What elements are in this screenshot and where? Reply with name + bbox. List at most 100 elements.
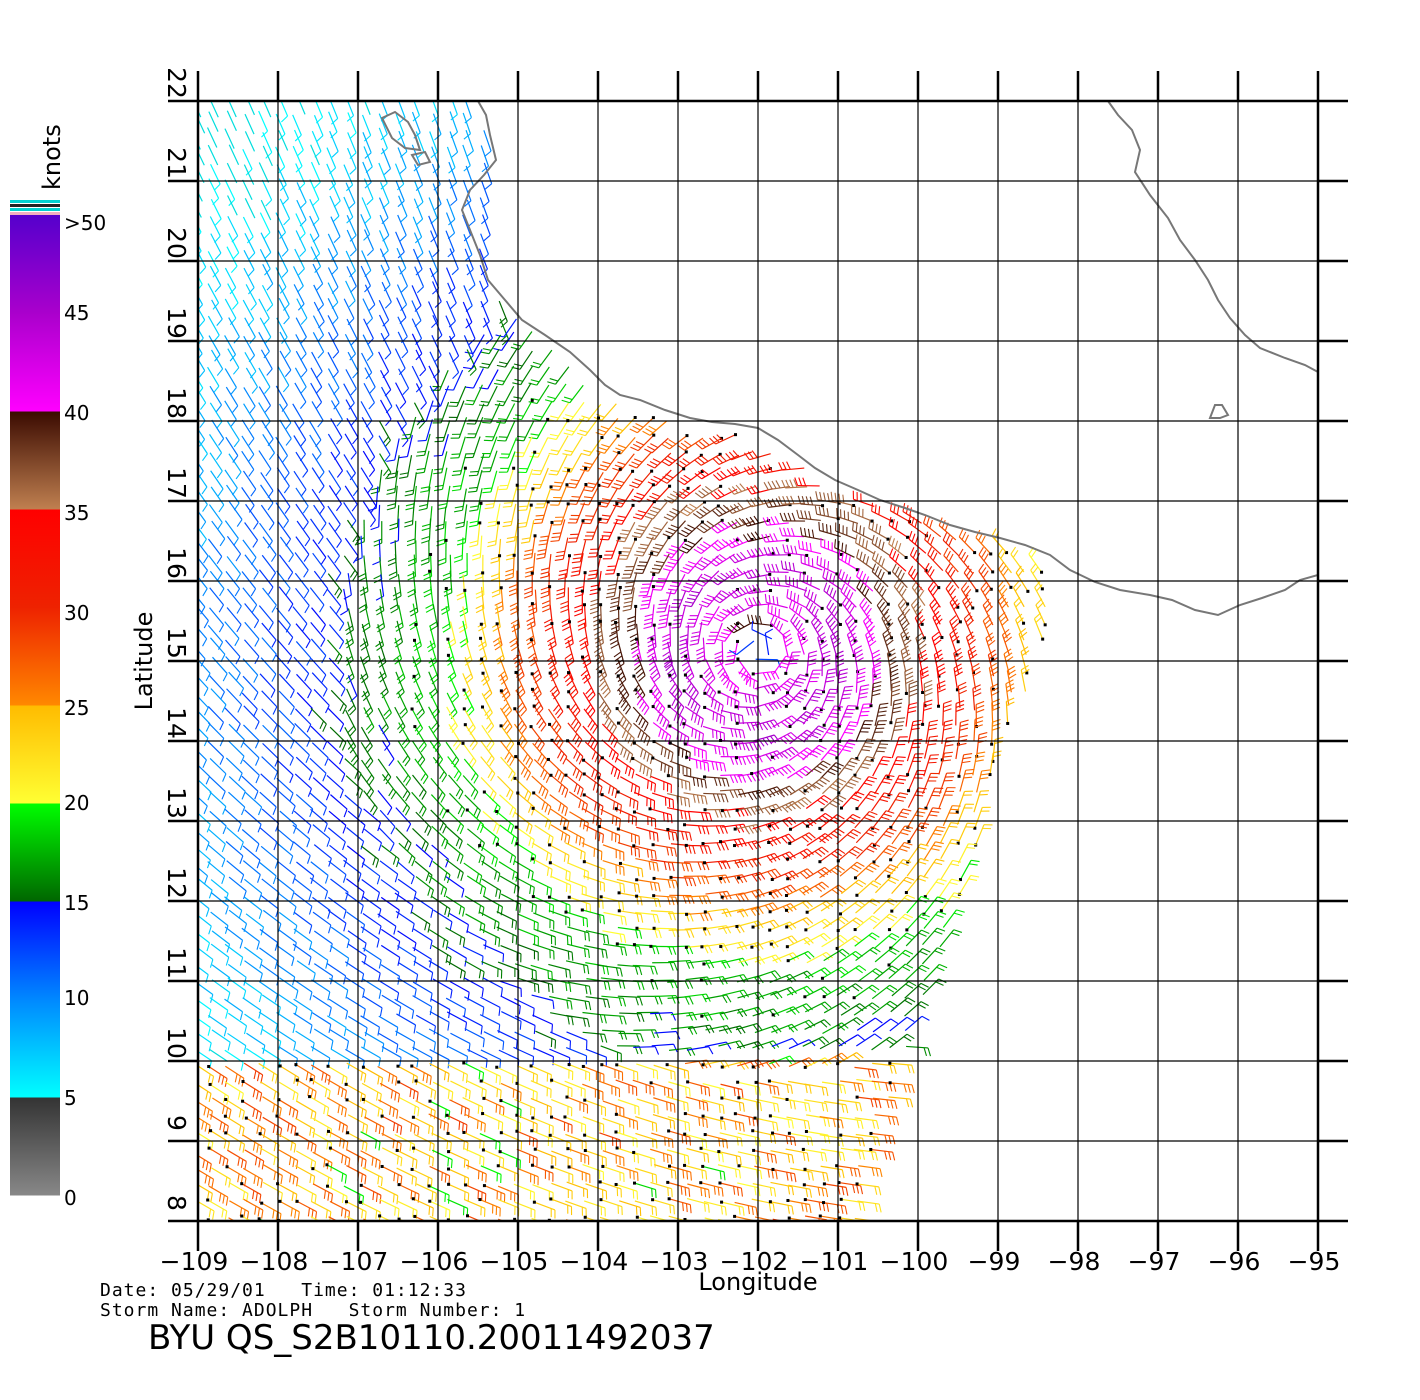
wind-barb xyxy=(949,595,962,624)
wind-barb xyxy=(822,668,837,694)
wind-barb xyxy=(810,615,824,643)
wind-barb xyxy=(313,284,325,312)
wind-barb xyxy=(228,232,240,260)
wind-barb xyxy=(211,419,225,446)
wind-barb xyxy=(564,910,589,928)
wind-barb xyxy=(561,384,584,404)
wind-barb xyxy=(931,631,942,659)
wind-barb xyxy=(226,535,242,562)
wind-barb xyxy=(635,878,661,892)
wind-barb xyxy=(669,760,692,778)
latitude-tick-label: 13 xyxy=(162,787,191,819)
wind-barb xyxy=(721,673,740,697)
wind-barb xyxy=(710,521,738,534)
wind-barb xyxy=(785,674,809,695)
wind-barb xyxy=(887,792,909,812)
wind-barb xyxy=(547,419,570,440)
wind-barb xyxy=(277,365,290,393)
wind-barb xyxy=(988,662,999,691)
longitude-tick-label: −100 xyxy=(880,1247,949,1276)
wind-barb xyxy=(224,943,244,966)
wind-barb xyxy=(528,384,550,405)
wind-barb xyxy=(276,877,295,900)
wind-barb xyxy=(242,845,261,869)
wind-barb xyxy=(445,230,455,258)
wind-barb xyxy=(310,518,324,545)
wind-barb xyxy=(821,1148,846,1162)
wind-barb xyxy=(840,879,867,895)
wind-barb xyxy=(410,707,424,736)
wind-barb xyxy=(364,101,371,115)
wind-barb xyxy=(445,927,466,947)
wind-barb xyxy=(639,585,655,610)
wind-barb xyxy=(209,675,225,700)
wind-barb xyxy=(771,1167,797,1183)
wind-barb xyxy=(294,773,312,797)
wind-barb xyxy=(499,689,513,718)
wind-barb xyxy=(734,1201,758,1216)
wind-barb xyxy=(387,455,400,480)
wind-barb xyxy=(886,648,898,676)
wind-barb xyxy=(326,1097,347,1118)
wind-barb xyxy=(532,1014,553,1033)
wind-barb xyxy=(714,641,724,668)
wind-barb xyxy=(398,265,409,293)
longitude-tick-label: −96 xyxy=(1208,1247,1261,1276)
wind-barb xyxy=(327,639,343,665)
wind-barb xyxy=(784,885,813,897)
wind-barb xyxy=(210,911,229,934)
wind-barb xyxy=(389,586,399,614)
wind-barb xyxy=(423,552,433,581)
wind-barb xyxy=(500,995,521,1015)
wind-barb xyxy=(209,216,221,243)
wind-barb xyxy=(788,832,816,845)
wind-barb xyxy=(668,673,683,701)
wind-barb xyxy=(465,1214,482,1221)
wind-barb xyxy=(448,352,460,379)
wind-barb xyxy=(837,757,860,776)
wind-barb xyxy=(482,977,503,997)
wind-barb xyxy=(406,520,417,547)
wind-barb xyxy=(615,707,633,733)
wind-barb xyxy=(531,857,553,878)
wind-barb xyxy=(381,148,392,175)
wind-barb xyxy=(978,563,993,591)
wind-barb xyxy=(462,112,472,140)
plot-area: −109 −108 −107 −106 −105 −104 −103 −102 −101 −100… xyxy=(130,67,1348,1296)
wind-barb xyxy=(854,932,880,947)
wind-barb xyxy=(329,672,346,697)
wind-barb xyxy=(361,638,371,666)
wind-barb xyxy=(224,896,243,919)
wind-barb xyxy=(511,350,533,370)
wind-barb xyxy=(446,809,465,835)
wind-barb xyxy=(897,598,911,625)
wind-barb xyxy=(210,470,224,497)
colorbar-tick-label: 5 xyxy=(64,1086,77,1110)
wind-barb xyxy=(361,862,381,885)
wind-barb xyxy=(295,503,309,530)
wind-barb xyxy=(685,895,712,905)
wind-barb xyxy=(703,775,730,787)
wind-barb xyxy=(242,675,259,701)
wind-barb xyxy=(905,702,918,727)
wind-barb xyxy=(628,451,653,469)
wind-barb xyxy=(398,1116,420,1136)
wind-barb xyxy=(209,385,223,413)
wind-barb xyxy=(650,1181,673,1198)
wind-barb xyxy=(241,435,255,462)
wind-barb xyxy=(888,535,908,559)
wind-barb xyxy=(923,963,948,981)
wind-barb xyxy=(550,1031,572,1050)
wind-barb xyxy=(855,738,876,761)
wind-barb xyxy=(226,688,243,713)
wind-barb xyxy=(292,841,311,864)
wind-barb xyxy=(554,537,569,561)
wind-barb xyxy=(632,980,659,990)
wind-barb xyxy=(868,519,890,541)
wind-barb xyxy=(583,1149,607,1167)
wind-barb xyxy=(872,913,898,930)
wind-barb xyxy=(241,692,258,717)
wind-barb xyxy=(634,688,650,716)
wind-barb xyxy=(198,541,209,564)
wind-barb xyxy=(398,368,410,396)
